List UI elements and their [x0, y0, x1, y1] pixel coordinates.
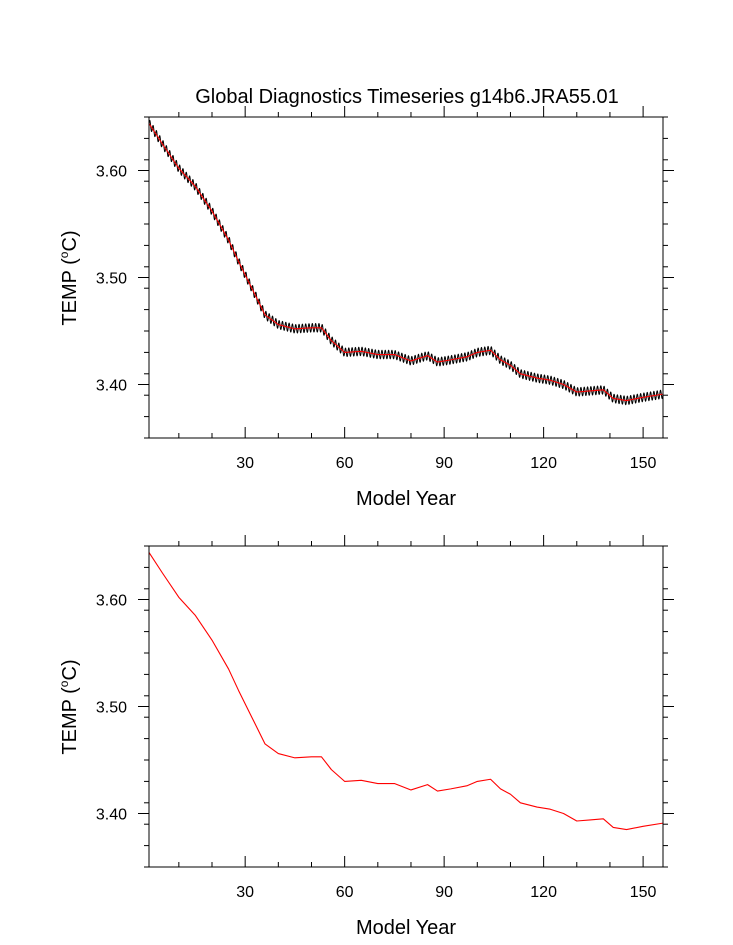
- x-tick-label: 60: [336, 884, 354, 901]
- y-tick-label: 3.50: [96, 700, 127, 717]
- bottom-chart-panel: 30 60 90 120 150 3.40 3.50 3.60 Model Year TEMP…: [57, 535, 674, 939]
- y-tick-label: 3.40: [96, 807, 127, 824]
- y-tick-label: 3.60: [96, 164, 127, 181]
- y-tick-label: 3.40: [96, 378, 127, 395]
- y-axis-label-superscript: o: [57, 251, 71, 258]
- series-layer: [148, 119, 664, 406]
- x-tick-label: 150: [630, 884, 657, 901]
- y-axis-label-unit: C): [59, 230, 81, 251]
- x-tick-label: 120: [530, 455, 557, 472]
- x-tick-label: 30: [236, 884, 254, 901]
- top-chart-panel: Global Diagnostics Timeseries g14b6.JRA5…: [57, 86, 674, 510]
- x-tick-label: 60: [336, 455, 354, 472]
- y-axis-label-unit: C): [59, 659, 81, 680]
- y-tick-label: 3.60: [96, 593, 127, 610]
- series-layer: [148, 552, 664, 831]
- chart-title: Global Diagnostics Timeseries g14b6.JRA5…: [195, 86, 619, 108]
- x-tick-label: 30: [236, 455, 254, 472]
- y-axis-label-superscript: o: [57, 680, 71, 687]
- x-axis-label: Model Year: [356, 488, 456, 510]
- x-tick-label: 90: [435, 455, 453, 472]
- y-axis-label: TEMP (oC): [57, 230, 81, 325]
- series-line-annual-mean: [148, 552, 664, 831]
- x-axis-label: Model Year: [356, 917, 456, 939]
- y-axis-label-text: TEMP (: [59, 687, 81, 755]
- ticks-layer: 30 60 90 120 150 3.40 3.50 3.60: [96, 106, 674, 472]
- y-axis-label: TEMP (oC): [57, 659, 81, 754]
- ticks-layer: 30 60 90 120 150 3.40 3.50 3.60: [96, 535, 674, 901]
- y-tick-label: 3.50: [96, 271, 127, 288]
- plot-frame: [148, 116, 664, 439]
- y-axis-label-text: TEMP (: [59, 258, 81, 326]
- x-tick-label: 120: [530, 884, 557, 901]
- x-tick-label: 150: [630, 455, 657, 472]
- plot-frame: [148, 545, 664, 868]
- series-line-annual-mean: [148, 123, 664, 402]
- series-line-monthly: [148, 119, 664, 406]
- x-tick-label: 90: [435, 884, 453, 901]
